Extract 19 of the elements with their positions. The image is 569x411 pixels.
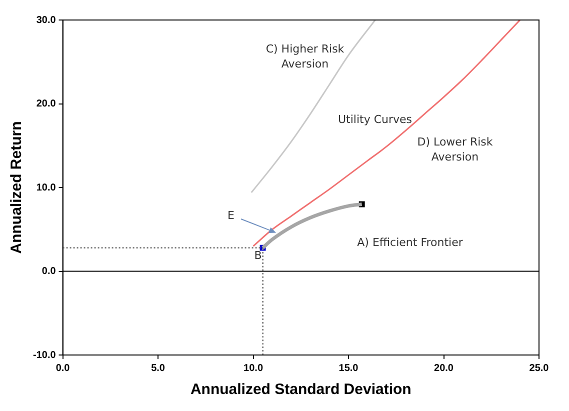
x-tick-label: 15.0 — [338, 362, 359, 374]
y-tick-label: -10.0 — [32, 350, 56, 361]
y-tick-label: 0.0 — [42, 266, 56, 277]
annotation: B — [254, 248, 262, 262]
y-tick-label: 30.0 — [36, 14, 56, 26]
y-axis-title: Annualized Return — [8, 121, 26, 254]
y-tick-label: 20.0 — [36, 98, 56, 110]
x-tick-label: 25.0 — [529, 362, 550, 374]
annotation: Utility Curves — [338, 112, 412, 126]
annotation: A) Efficient Frontier — [357, 236, 464, 249]
y-tick-label: 10.0 — [36, 182, 56, 194]
annotation: E — [228, 208, 235, 222]
annotation: D) Lower Risk Aversion — [417, 135, 494, 164]
annotation: C) Higher Risk Aversion — [266, 42, 345, 70]
x-axis-title: Annualized Standard Deviation — [190, 381, 412, 398]
x-tick-label: 10.0 — [244, 362, 264, 374]
x-tick-label: 20.0 — [434, 362, 454, 374]
x-tick-label: 5.0 — [151, 362, 166, 374]
x-tick-label: 0.0 — [56, 362, 70, 374]
